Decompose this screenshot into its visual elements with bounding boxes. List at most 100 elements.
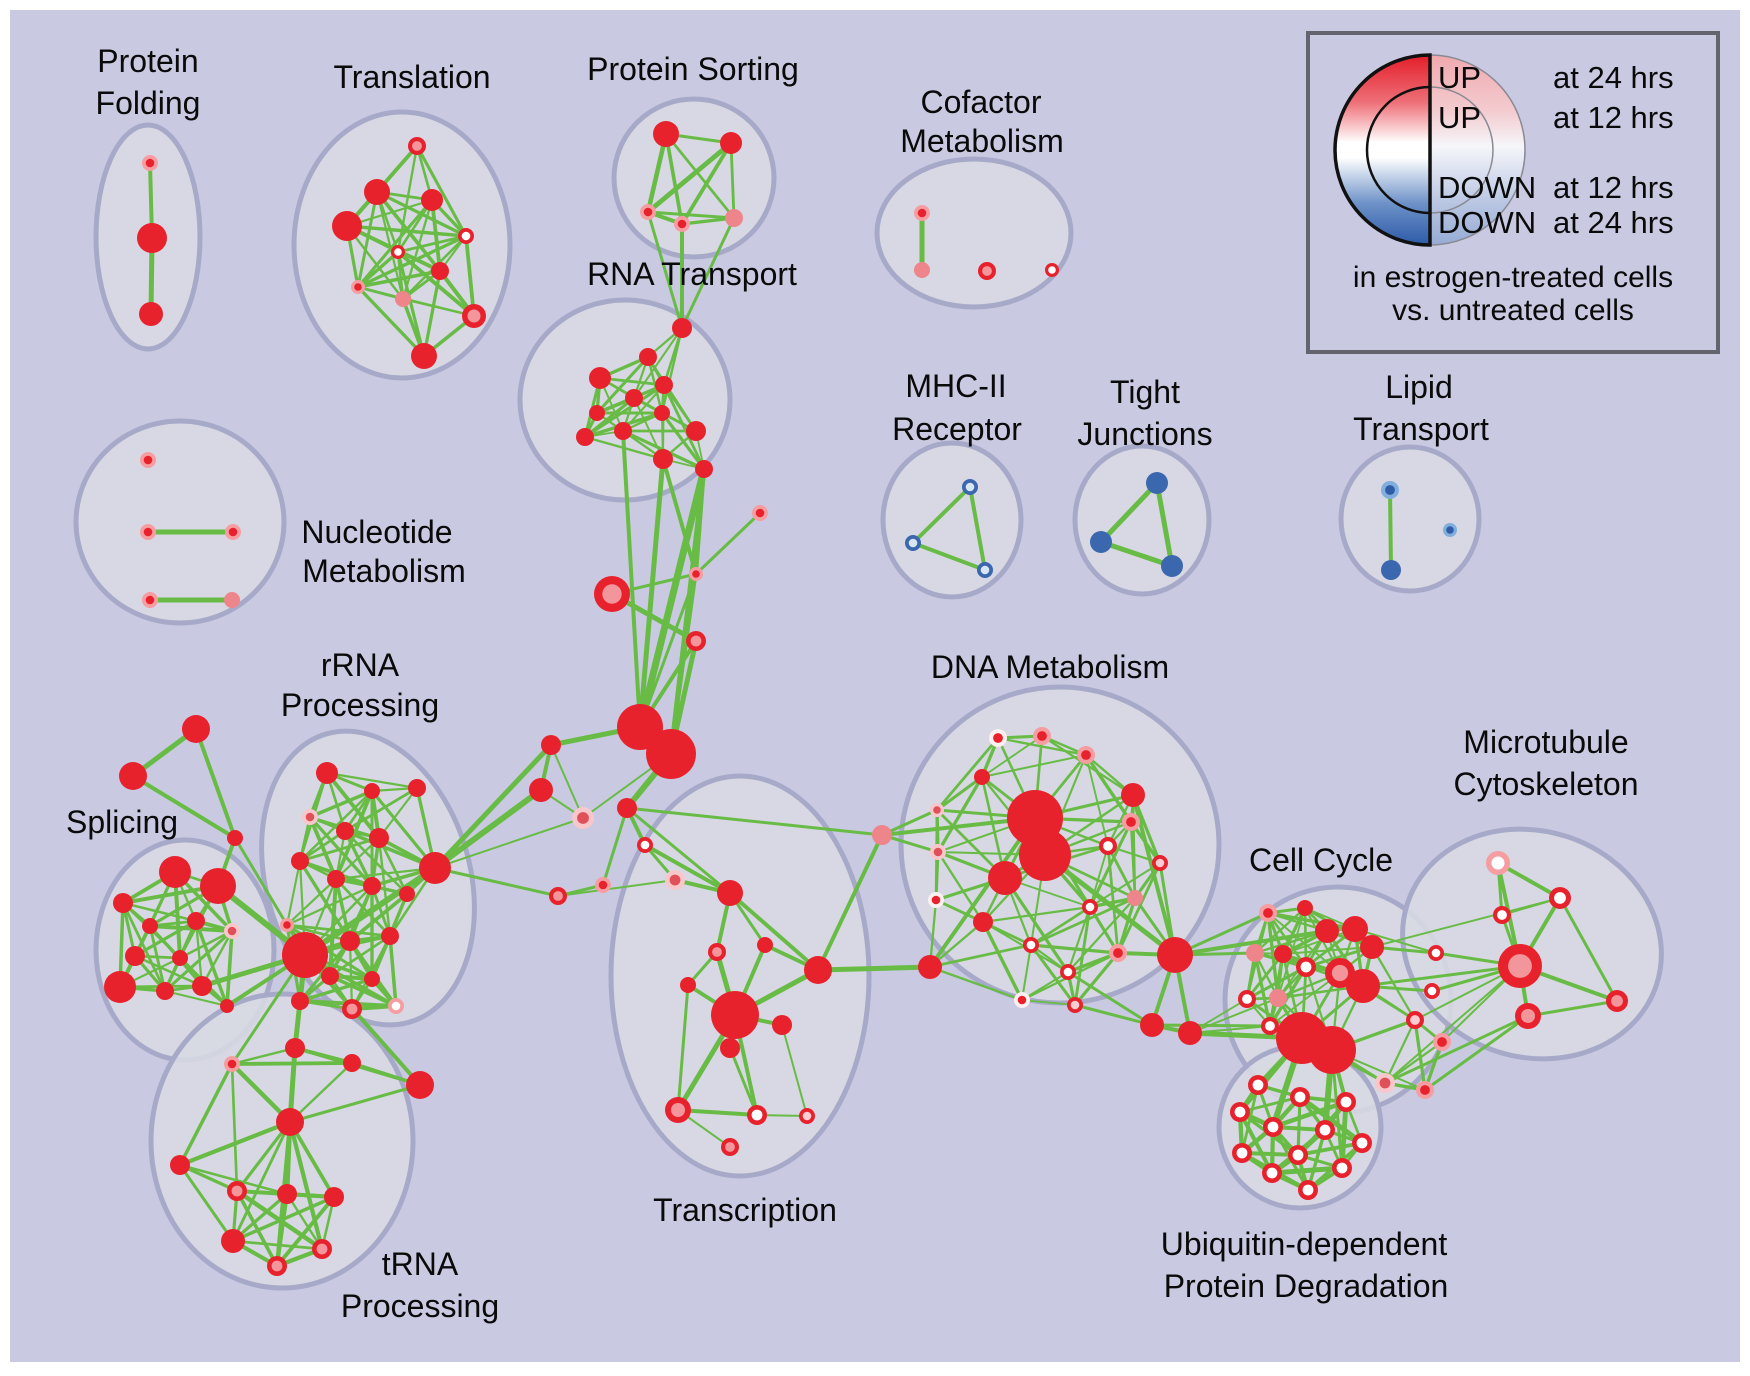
network-node-center	[1300, 961, 1312, 973]
legend-ring-right-pale	[1429, 54, 1526, 246]
network-node-center	[143, 527, 153, 537]
network-edge	[936, 775, 983, 812]
network-node-center	[677, 219, 687, 229]
network-edge	[299, 836, 380, 863]
cluster-labels-layer: Protein Folding Translation Protein Sorting…	[66, 43, 1639, 1324]
network-edge	[1073, 951, 1120, 1007]
network-edge	[179, 1163, 288, 1196]
network-edge	[1030, 905, 1091, 947]
network-node	[672, 318, 692, 338]
network-node-center	[1267, 1121, 1279, 1133]
network-node	[617, 798, 637, 818]
network-edge	[912, 541, 986, 572]
network-edge	[680, 217, 736, 329]
network-edge	[298, 860, 352, 942]
network-node	[340, 931, 360, 951]
network-edge	[729, 142, 736, 219]
network-node	[277, 1184, 297, 1204]
network-node	[182, 715, 210, 743]
network-node	[541, 735, 561, 755]
network-edge	[981, 754, 1087, 778]
network-edge	[980, 776, 1007, 879]
network-node	[1121, 783, 1145, 807]
network-edge	[676, 984, 690, 1111]
network-node	[411, 343, 437, 369]
network-edge	[299, 977, 373, 1003]
legend-up-12-time: at 12 hrs	[1553, 100, 1674, 135]
network-node	[381, 927, 399, 945]
network-edge	[680, 142, 733, 225]
network-edge	[356, 199, 434, 288]
network-node-center	[577, 812, 589, 824]
network-edge	[434, 817, 584, 869]
network-edge	[677, 1108, 758, 1117]
network-node-center	[1491, 856, 1505, 870]
network-node	[1146, 472, 1168, 494]
network-edge	[430, 199, 442, 272]
network-edge	[422, 270, 442, 357]
network-edge	[660, 327, 684, 414]
network-node	[324, 1187, 344, 1207]
network-node-center	[598, 880, 608, 890]
nodes-layer	[104, 121, 1628, 1276]
network-edge	[664, 133, 736, 219]
network-node-center	[1292, 1149, 1304, 1161]
network-node-center	[602, 584, 622, 604]
network-node-center	[1085, 902, 1095, 912]
cluster-label: Tight	[1110, 374, 1180, 410]
network-node-center	[1037, 731, 1047, 741]
network-edge	[194, 920, 204, 987]
network-node-center	[1340, 1096, 1352, 1108]
network-edge	[1384, 1041, 1443, 1084]
network-node	[757, 937, 773, 953]
network-node	[529, 778, 553, 802]
network-node	[653, 121, 679, 147]
network-node-center	[712, 947, 722, 957]
cluster-ellipse-tight-junctions	[1072, 443, 1212, 597]
network-node	[686, 421, 706, 441]
cluster-label: Receptor	[892, 411, 1022, 447]
network-edge	[388, 935, 398, 1007]
network-node	[125, 946, 145, 966]
network-node-center	[227, 1059, 237, 1069]
network-node-center	[802, 1111, 812, 1121]
cluster-ellipse-lipid-transport	[1338, 444, 1482, 594]
network-edge	[230, 1063, 239, 1192]
network-edge	[286, 884, 373, 927]
network-node	[408, 779, 426, 797]
network-edge	[1272, 1099, 1347, 1130]
network-edge	[235, 1190, 279, 1267]
cluster-label: Transport	[1353, 411, 1489, 447]
network-edge	[289, 1062, 353, 1123]
network-node-center	[669, 874, 681, 886]
network-node-center	[1356, 1137, 1368, 1149]
network-edge	[1106, 845, 1120, 954]
legend-down-24-time: at 24 hrs	[1553, 205, 1674, 240]
network-edge	[401, 199, 434, 300]
network-edge	[356, 285, 426, 358]
network-node-center	[1126, 817, 1136, 827]
network-node	[1140, 1013, 1164, 1037]
cluster-label: Metabolism	[900, 123, 1064, 159]
network-edge	[647, 210, 735, 220]
network-node	[1342, 916, 1368, 942]
cluster-label: Translation	[333, 59, 490, 95]
cluster-label: Microtubule	[1463, 724, 1628, 760]
network-node	[695, 460, 713, 478]
network-edge	[344, 786, 418, 833]
network-node-center	[145, 158, 155, 168]
network-edge	[179, 1120, 291, 1167]
network-node-center	[145, 595, 155, 605]
network-node-center	[1554, 892, 1566, 904]
network-edge	[1189, 997, 1279, 1034]
network-edge	[1099, 481, 1159, 544]
network-node	[364, 971, 380, 987]
network-node-center	[751, 1109, 763, 1121]
network-edge	[1413, 1019, 1427, 1091]
network-node-center	[993, 733, 1003, 743]
legend-ring-left-saturated	[1333, 53, 1432, 247]
network-node	[1297, 900, 1313, 916]
network-node-center	[1431, 948, 1441, 958]
network-node	[589, 405, 605, 421]
